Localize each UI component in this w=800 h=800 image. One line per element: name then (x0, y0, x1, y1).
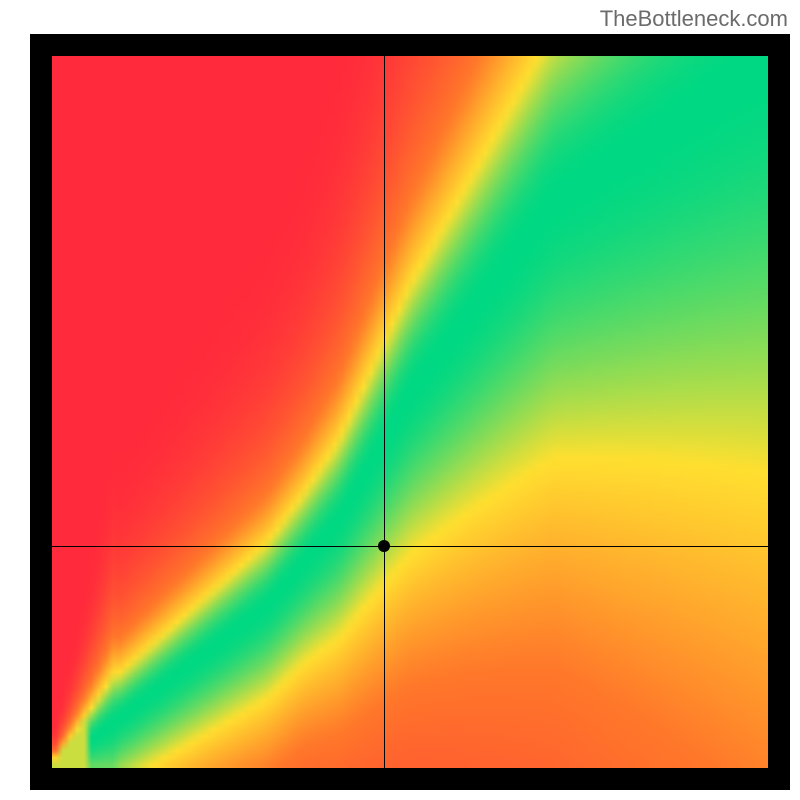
crosshair-vertical (384, 56, 385, 768)
crosshair-marker (378, 540, 390, 552)
crosshair-horizontal (52, 546, 768, 547)
watermark-text: TheBottleneck.com (600, 6, 788, 32)
chart-container: TheBottleneck.com (0, 0, 800, 800)
heatmap-canvas (52, 56, 768, 768)
heatmap-plot-area (52, 56, 768, 768)
